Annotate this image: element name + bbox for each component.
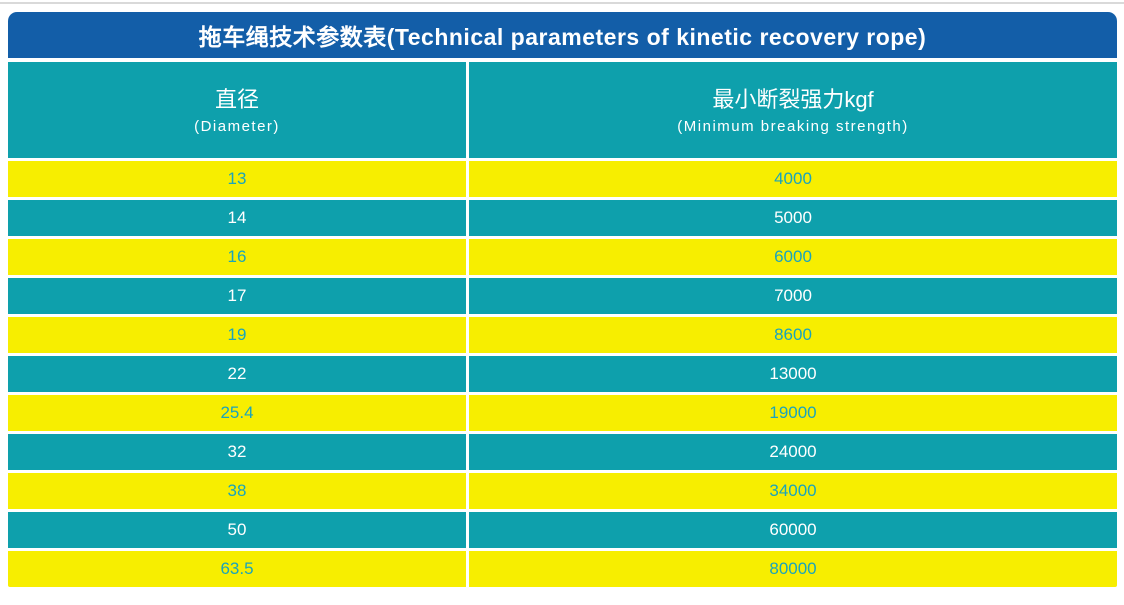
strength-value: 4000: [469, 161, 1117, 197]
diameter-value: 13: [8, 161, 466, 197]
table-row: 50 60000: [8, 512, 1117, 548]
table-row: 16 6000: [8, 239, 1117, 275]
table-row: 22 13000: [8, 356, 1117, 392]
diameter-value: 38: [8, 473, 466, 509]
spec-table: 拖车绳技术参数表(Technical parameters of kinetic…: [8, 12, 1117, 590]
table-row: 32 24000: [8, 434, 1117, 470]
strength-value: 24000: [469, 434, 1117, 470]
header-strength-en: (Minimum breaking strength): [677, 118, 909, 136]
diameter-value: 22: [8, 356, 466, 392]
table-row: 14 5000: [8, 200, 1117, 236]
diameter-value: 25.4: [8, 395, 466, 431]
page-top-divider: [0, 2, 1124, 4]
diameter-value: 19: [8, 317, 466, 353]
strength-value: 80000: [469, 551, 1117, 587]
table-row: 25.4 19000: [8, 395, 1117, 431]
header-diameter-zh: 直径: [214, 86, 259, 112]
header-diameter-en: (Diameter): [194, 118, 280, 136]
diameter-value: 63.5: [8, 551, 466, 587]
diameter-value: 32: [8, 434, 466, 470]
table-row: 17 7000: [8, 278, 1117, 314]
strength-value: 60000: [469, 512, 1117, 548]
table-row: 38 34000: [8, 473, 1117, 509]
strength-value: 8600: [469, 317, 1117, 353]
strength-value: 34000: [469, 473, 1117, 509]
strength-value: 13000: [469, 356, 1117, 392]
table-row: 63.5 80000: [8, 551, 1117, 587]
table-header-row: 直径 (Diameter) 最小断裂强力kgf (Minimum breakin…: [8, 62, 1117, 158]
header-strength-zh: 最小断裂强力kgf: [712, 86, 874, 112]
diameter-value: 17: [8, 278, 466, 314]
strength-value: 6000: [469, 239, 1117, 275]
header-cell-diameter: 直径 (Diameter): [8, 62, 466, 158]
diameter-value: 16: [8, 239, 466, 275]
diameter-value: 14: [8, 200, 466, 236]
diameter-value: 50: [8, 512, 466, 548]
table-row: 19 8600: [8, 317, 1117, 353]
table-title-bar: 拖车绳技术参数表(Technical parameters of kinetic…: [8, 12, 1117, 58]
strength-value: 7000: [469, 278, 1117, 314]
table-title: 拖车绳技术参数表(Technical parameters of kinetic…: [198, 24, 927, 50]
strength-value: 19000: [469, 395, 1117, 431]
table-row: 13 4000: [8, 161, 1117, 197]
strength-value: 5000: [469, 200, 1117, 236]
header-cell-strength: 最小断裂强力kgf (Minimum breaking strength): [469, 62, 1117, 158]
